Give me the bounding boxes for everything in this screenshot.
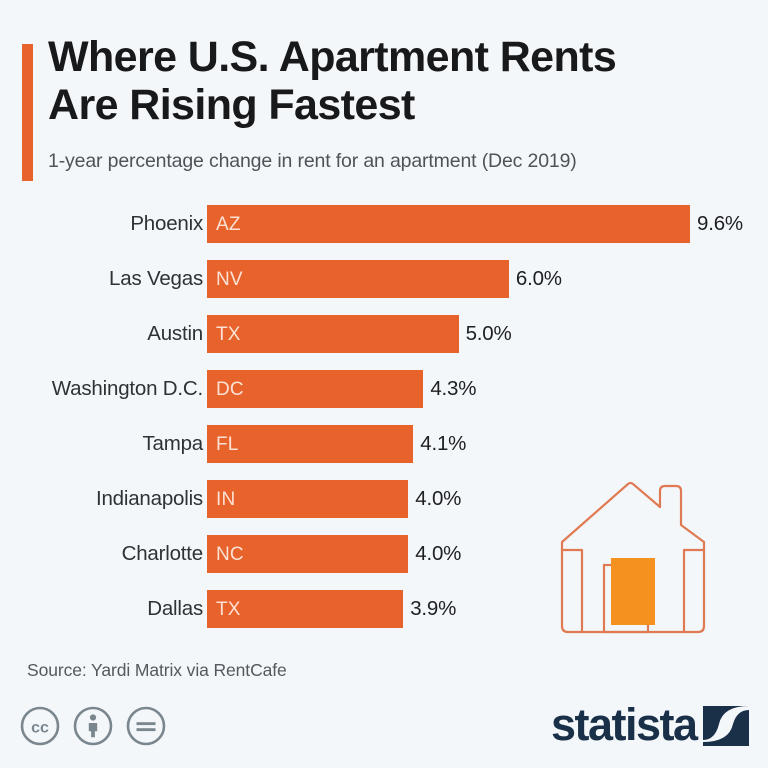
house-door-fill-icon [611, 558, 655, 625]
house-right-eave-icon [682, 548, 704, 632]
value-label: 3.9% [410, 597, 457, 620]
creative-commons-icon[interactable]: cc [20, 706, 60, 746]
header: Where U.S. Apartment Rents Are Rising Fa… [0, 0, 768, 196]
city-label: Tampa [142, 432, 203, 455]
value-label: 5.0% [465, 322, 512, 345]
chart-row: Las Vegas NV 6.0% [0, 260, 768, 298]
chart-row: Tampa FL 4.1% [0, 425, 768, 463]
state-code-label: DC [216, 379, 244, 400]
chart-row: Phoenix AZ 9.6% [0, 205, 768, 243]
house-illustration [556, 478, 716, 643]
value-label: 4.1% [420, 432, 467, 455]
value-bar: TX [207, 590, 404, 628]
city-label: Indianapolis [95, 487, 203, 510]
city-label: Las Vegas [109, 267, 203, 290]
city-label: Washington D.C. [51, 377, 203, 400]
city-label: Charlotte [121, 542, 204, 565]
state-code-label: FL [216, 434, 239, 455]
value-bar: NC [207, 535, 409, 573]
page-subtitle: 1-year percentage change in rent for an … [48, 150, 577, 172]
page-title: Where U.S. Apartment Rents Are Rising Fa… [48, 33, 617, 130]
state-code-label: NC [216, 544, 244, 565]
chart-row: Dallas TX 3.9% [0, 590, 768, 628]
state-code-label: AZ [216, 214, 241, 235]
value-bar: AZ [207, 205, 690, 243]
value-label: 6.0% [515, 267, 562, 290]
value-label: 4.3% [430, 377, 477, 400]
value-bar: NV [207, 260, 509, 298]
value-label: 9.6% [697, 212, 743, 235]
statista-wordmark: statista [551, 700, 699, 750]
house-left-eave-icon [562, 548, 584, 632]
city-label: Phoenix [130, 212, 203, 235]
source-note: Source: Yardi Matrix via RentCafe [27, 660, 287, 680]
state-code-label: TX [216, 324, 241, 345]
value-bar: FL [207, 425, 414, 463]
chart-row: Austin TX 5.0% [0, 315, 768, 353]
statista-mark-icon [703, 706, 749, 746]
svg-text:cc: cc [31, 720, 49, 737]
state-code-label: IN [216, 489, 236, 510]
attribution-icon[interactable] [73, 706, 113, 746]
state-code-label: NV [216, 269, 243, 290]
value-bar: TX [207, 315, 459, 353]
state-code-label: TX [216, 599, 241, 620]
chart-row: Charlotte NC 4.0% [0, 535, 768, 573]
value-bar: DC [207, 370, 424, 408]
city-label: Dallas [147, 597, 203, 620]
value-bar: IN [207, 480, 409, 518]
chart-row: Indianapolis IN 4.0% [0, 480, 768, 518]
no-derivatives-icon[interactable] [126, 706, 166, 746]
house-outline-icon [560, 481, 706, 634]
value-label: 4.0% [415, 487, 462, 510]
title-accent-bar [22, 44, 33, 181]
statista-logo[interactable]: statista [551, 699, 751, 752]
chart-row: Washington D.C. DC 4.3% [0, 370, 768, 408]
value-label: 4.0% [415, 542, 462, 565]
city-label: Austin [147, 322, 203, 345]
creative-commons-license: cc [20, 706, 166, 746]
bar-chart: Phoenix AZ 9.6% Las Vegas NV 6.0% Austin TX 5.0%… [0, 205, 768, 645]
